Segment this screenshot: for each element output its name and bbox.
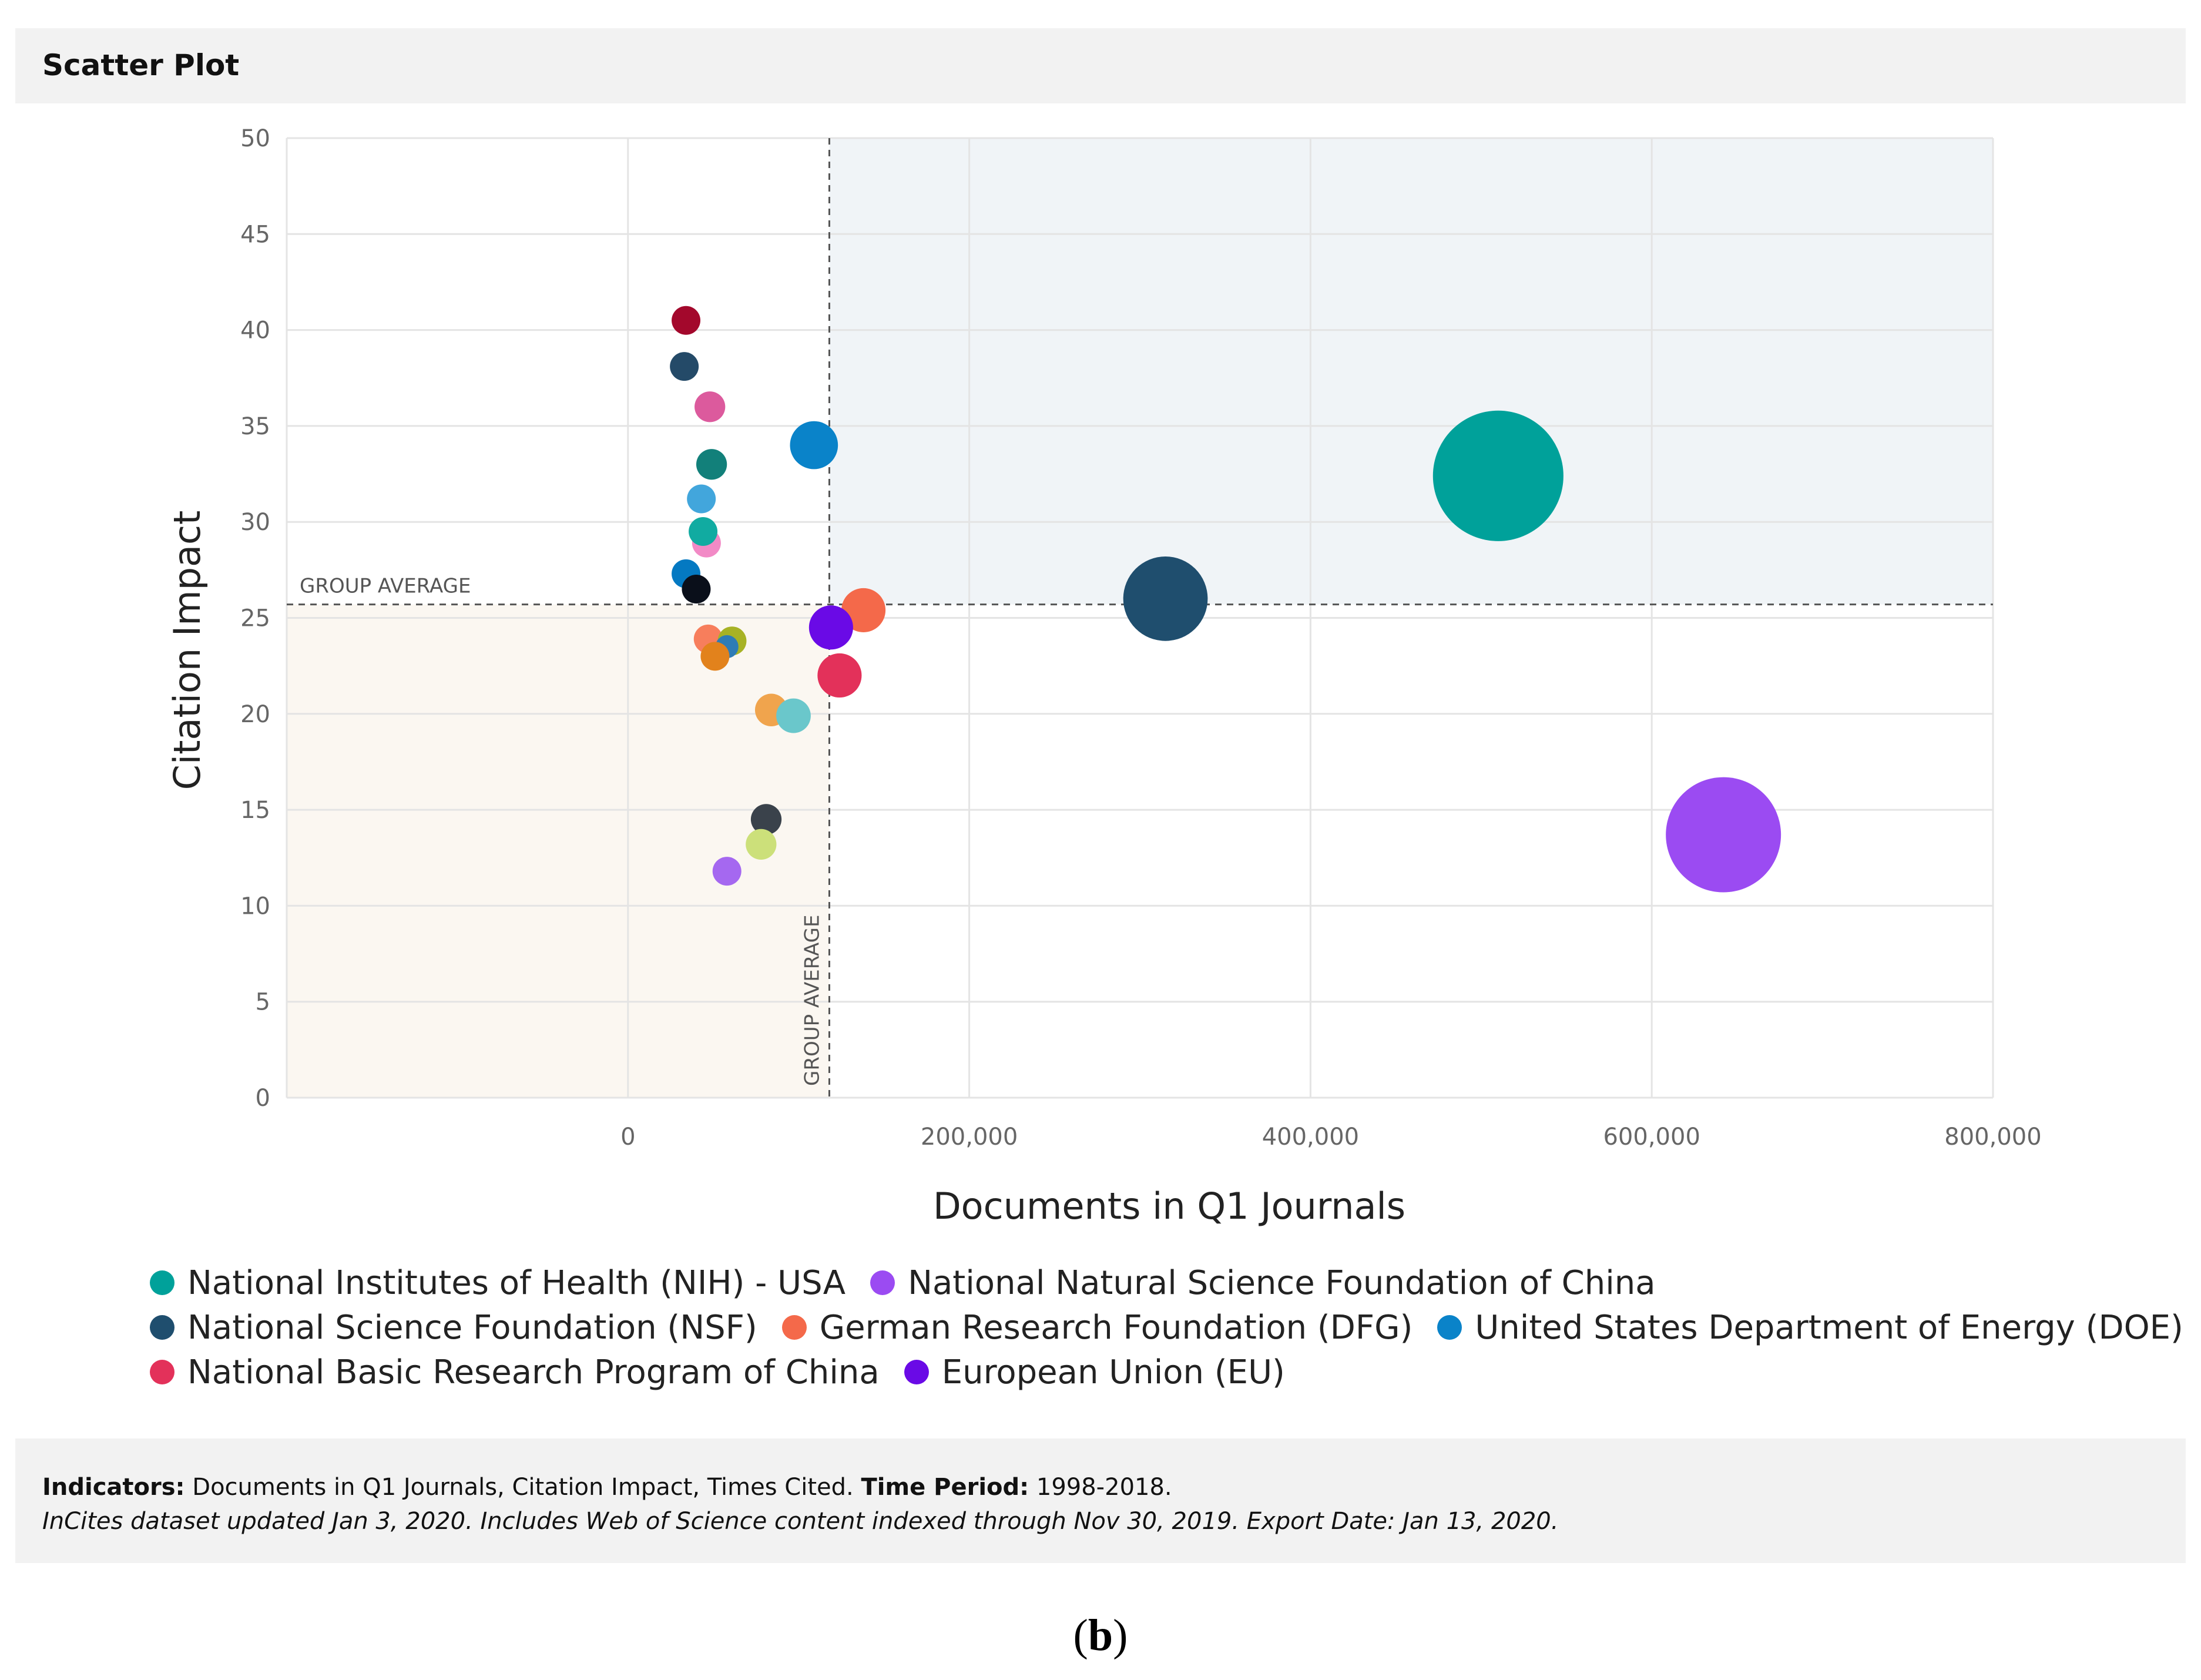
quadrant-high-high: [829, 138, 1993, 605]
legend-label: National Basic Research Program of China: [187, 1353, 880, 1391]
legend-label: National Institutes of Health (NIH) - US…: [187, 1263, 846, 1302]
legend-marker-icon: [781, 1315, 807, 1340]
quadrant-low-low: [287, 604, 830, 1098]
legend-label: National Science Foundation (NSF): [187, 1308, 757, 1347]
chart-panel-title: Scatter Plot: [42, 48, 240, 82]
x-axis-tick-labels: 0 200,000 400,000 600,000 800,000: [620, 1124, 2042, 1151]
y-tick-label: 30: [240, 509, 270, 536]
data-point: [682, 575, 711, 604]
chart-legend: National Institutes of Health (NIH) - US…: [150, 1260, 2183, 1394]
legend-item[interactable]: National Science Foundation (NSF): [150, 1309, 757, 1347]
y-tick-label: 45: [240, 221, 270, 248]
legend-row: National Institutes of Health (NIH) - US…: [150, 1260, 2089, 1305]
y-tick-label: 50: [240, 125, 270, 152]
indicators-label: Indicators:: [42, 1474, 185, 1501]
y-tick-label: 5: [256, 989, 270, 1016]
caption-open: (: [1073, 1611, 1088, 1660]
data-point: [1432, 410, 1563, 541]
legend-marker-icon: [870, 1270, 895, 1295]
time-period-label: Time Period:: [861, 1474, 1029, 1501]
y-axis-label: Citation Impact: [166, 511, 209, 790]
time-period-value: 1998-2018.: [1029, 1474, 1172, 1501]
legend-label: European Union (EU): [941, 1353, 1285, 1391]
chart-header: Scatter Plot: [15, 28, 2186, 103]
legend-label: United States Department of Energy (DOE): [1475, 1308, 2183, 1347]
legend-marker-icon: [150, 1360, 175, 1384]
footer-dataset-note: InCites dataset updated Jan 3, 2020. Inc…: [42, 1508, 1559, 1535]
legend-label: German Research Foundation (DFG): [819, 1308, 1413, 1347]
data-point: [1123, 556, 1208, 641]
legend-marker-icon: [904, 1360, 929, 1384]
legend-item[interactable]: European Union (EU): [904, 1353, 1285, 1391]
data-point: [817, 653, 862, 698]
data-point: [689, 517, 718, 546]
y-tick-label: 40: [240, 317, 270, 344]
legend-marker-icon: [1437, 1315, 1462, 1340]
footer-indicators-line: Indicators: Documents in Q1 Journals, Ci…: [42, 1474, 1172, 1501]
legend-item[interactable]: National Basic Research Program of China: [150, 1353, 880, 1391]
group-average-vertical-label: GROUP AVERAGE: [800, 915, 824, 1087]
x-tick-label: 600,000: [1603, 1124, 1700, 1151]
data-point: [672, 306, 701, 335]
legend-item[interactable]: United States Department of Energy (DOE): [1437, 1309, 2183, 1347]
y-tick-label: 0: [256, 1085, 270, 1112]
caption-close: ): [1113, 1611, 1128, 1660]
legend-label: National Natural Science Foundation of C…: [908, 1263, 1656, 1302]
legend-item[interactable]: National Institutes of Health (NIH) - US…: [150, 1264, 845, 1302]
data-point: [750, 804, 782, 835]
legend-row: National Basic Research Program of China…: [150, 1350, 2089, 1394]
legend-marker-icon: [150, 1270, 175, 1295]
data-point: [746, 829, 777, 860]
x-axis-label: Documents in Q1 Journals: [933, 1185, 1405, 1228]
y-tick-label: 35: [240, 413, 270, 440]
indicators-value: Documents in Q1 Journals, Citation Impac…: [184, 1474, 861, 1501]
x-tick-label: 200,000: [921, 1124, 1018, 1151]
y-tick-label: 10: [240, 893, 270, 920]
figure-caption: (b): [0, 1610, 2201, 1661]
data-point: [687, 484, 716, 514]
data-point: [790, 421, 838, 470]
data-points: [670, 306, 1781, 893]
data-point: [808, 605, 853, 650]
y-axis-tick-labels: 0 5 10 15 20 25 30 35 40 45 50: [240, 125, 270, 1112]
legend-item[interactable]: German Research Foundation (DFG): [781, 1308, 1413, 1347]
x-tick-label: 0: [620, 1124, 635, 1151]
legend-item[interactable]: National Natural Science Foundation of C…: [870, 1264, 1656, 1302]
data-point: [696, 449, 727, 480]
group-average-lines: GROUP AVERAGE GROUP AVERAGE: [287, 138, 1993, 1098]
caption-letter: b: [1088, 1611, 1113, 1660]
data-point: [776, 698, 811, 733]
x-tick-label: 400,000: [1262, 1124, 1359, 1151]
x-tick-label: 800,000: [1944, 1124, 2041, 1151]
data-point: [712, 857, 742, 886]
quadrant-shading: [287, 138, 1993, 1098]
legend-marker-icon: [150, 1315, 175, 1340]
chart-footer: Indicators: Documents in Q1 Journals, Ci…: [15, 1438, 2186, 1563]
data-point: [1666, 777, 1781, 893]
data-point: [694, 391, 726, 422]
group-average-horizontal-label: GROUP AVERAGE: [300, 575, 471, 598]
y-tick-label: 20: [240, 701, 270, 728]
data-point: [841, 588, 886, 632]
legend-row: National Science Foundation (NSF) German …: [150, 1305, 2183, 1350]
y-tick-label: 15: [240, 797, 270, 824]
data-point: [700, 642, 730, 671]
data-point: [670, 352, 699, 381]
y-tick-label: 25: [240, 605, 270, 632]
